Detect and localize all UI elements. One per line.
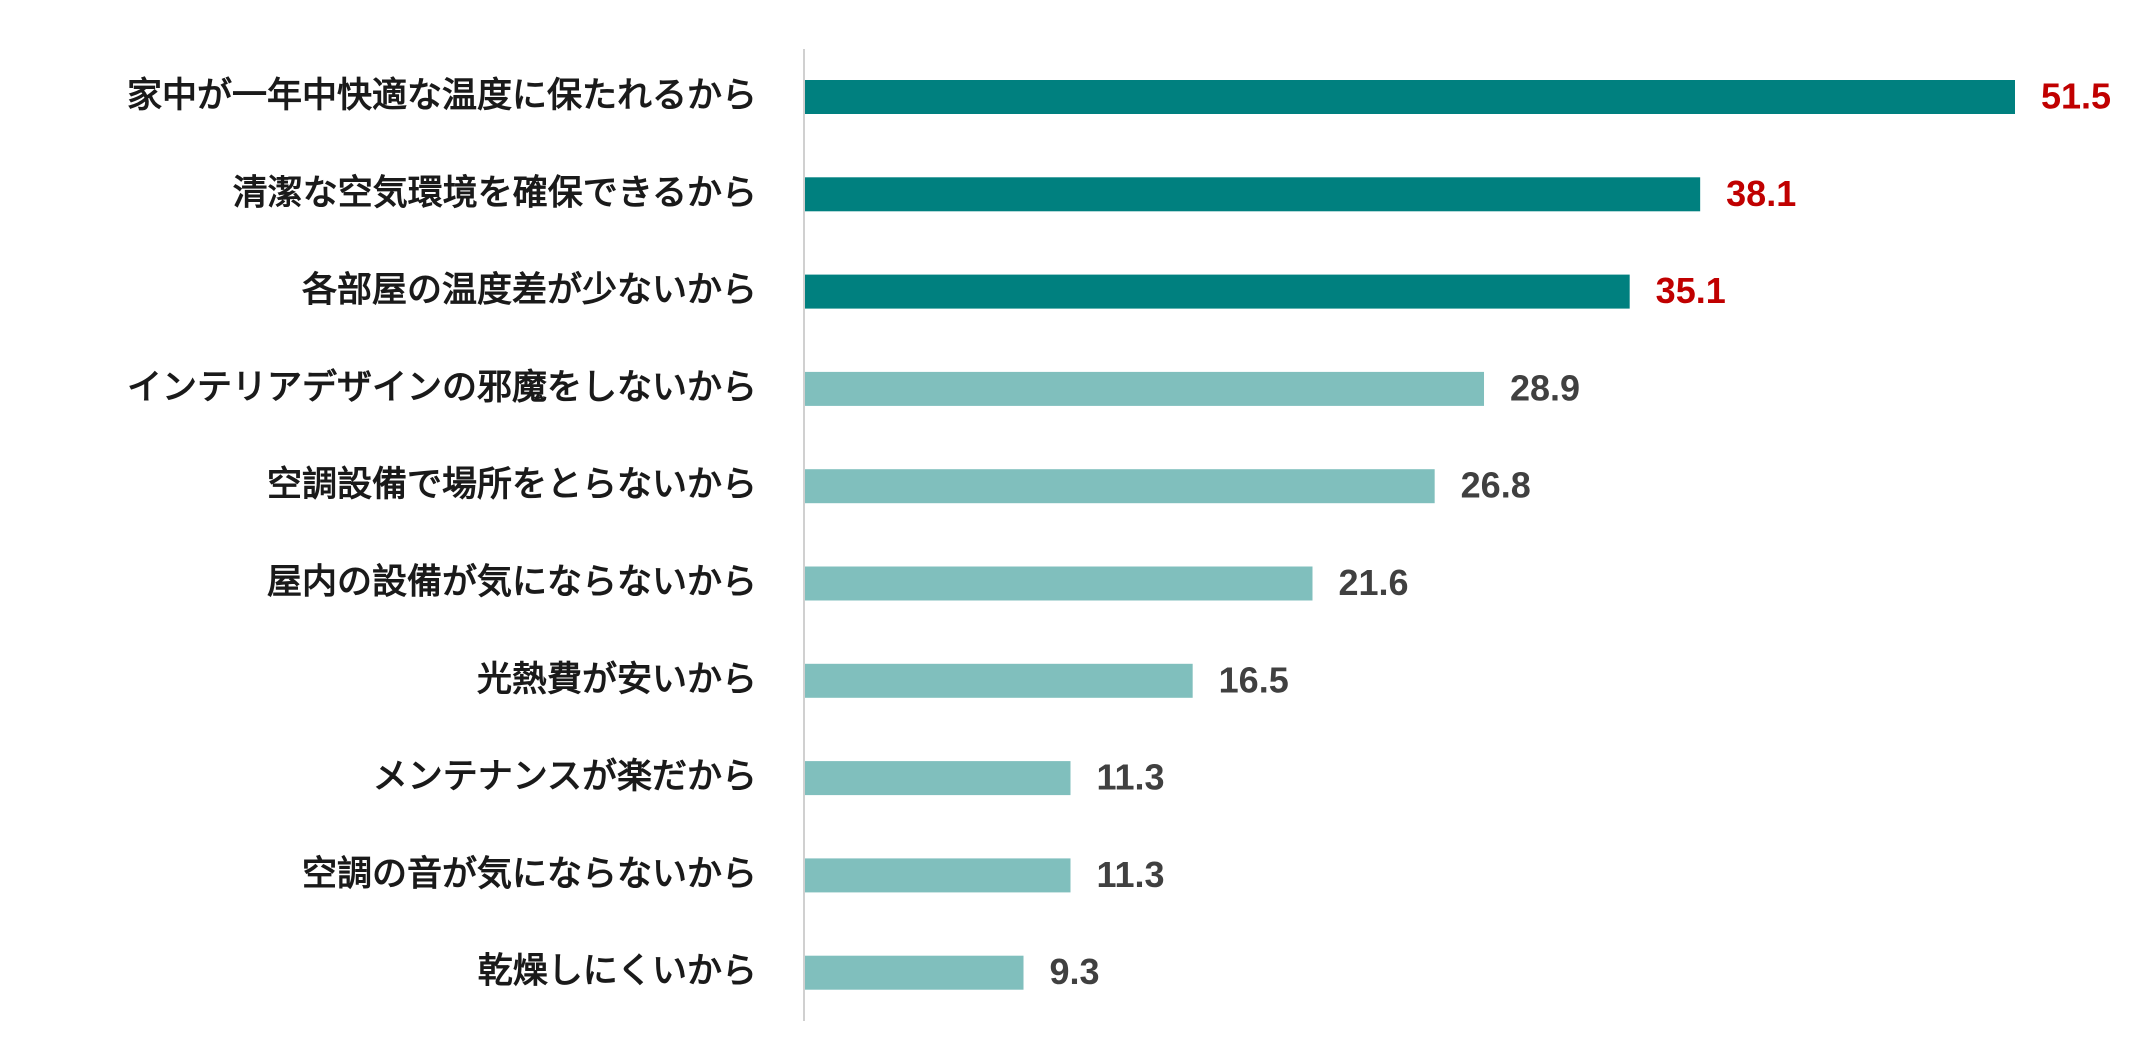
category-label: 家中が一年中快適な温度に保たれるから	[127, 76, 757, 116]
value-label: 51.5	[2041, 76, 2111, 117]
value-label: 11.3	[1096, 757, 1164, 798]
bar	[805, 566, 1313, 601]
category-label: インテリアデザインの邪魔をしないから	[127, 367, 757, 408]
bar	[805, 80, 2015, 114]
category-label: 乾燥しにくいから	[478, 952, 757, 992]
value-label: 9.3	[1050, 951, 1100, 992]
bar	[805, 955, 1024, 990]
bar	[805, 274, 1630, 309]
bar	[805, 761, 1071, 796]
category-label: 空調の音が気にならないから	[302, 853, 757, 894]
value-label: 11.3	[1096, 854, 1164, 895]
value-label: 28.9	[1510, 367, 1580, 408]
category-label: 各部屋の温度差が少ないから	[301, 270, 757, 311]
value-label: 38.1	[1726, 173, 1796, 214]
category-label: 屋内の設備が気にならないから	[267, 563, 757, 603]
category-label: メンテナンスが楽だから	[373, 757, 757, 797]
value-label: 16.5	[1219, 659, 1289, 700]
value-label: 21.6	[1338, 562, 1408, 603]
bar	[805, 469, 1435, 504]
category-label: 光熱費が安いから	[477, 660, 757, 700]
bar	[805, 177, 1701, 212]
category-label: 空調設備で場所をとらないから	[267, 465, 757, 505]
value-label: 35.1	[1656, 270, 1726, 311]
value-label: 26.8	[1461, 465, 1531, 506]
bar	[805, 663, 1193, 698]
bar	[805, 371, 1485, 406]
category-label: 清潔な空気環境を確保できるから	[233, 173, 757, 213]
bar	[805, 858, 1071, 893]
